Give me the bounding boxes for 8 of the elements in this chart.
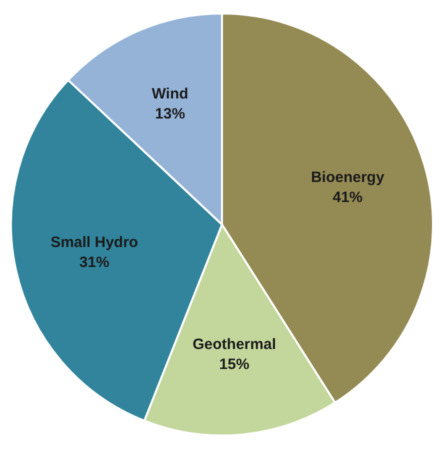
data-label: 13% [155, 106, 186, 123]
data-label: 31% [79, 254, 110, 272]
data-label: 41% [332, 189, 363, 206]
slice-label: Wind [152, 86, 188, 103]
slice-label: Small Hydro [50, 234, 138, 252]
slice-label: Geothermal [192, 336, 276, 353]
data-label: 15% [219, 356, 250, 373]
slice-label: Bioenergy [310, 169, 385, 186]
